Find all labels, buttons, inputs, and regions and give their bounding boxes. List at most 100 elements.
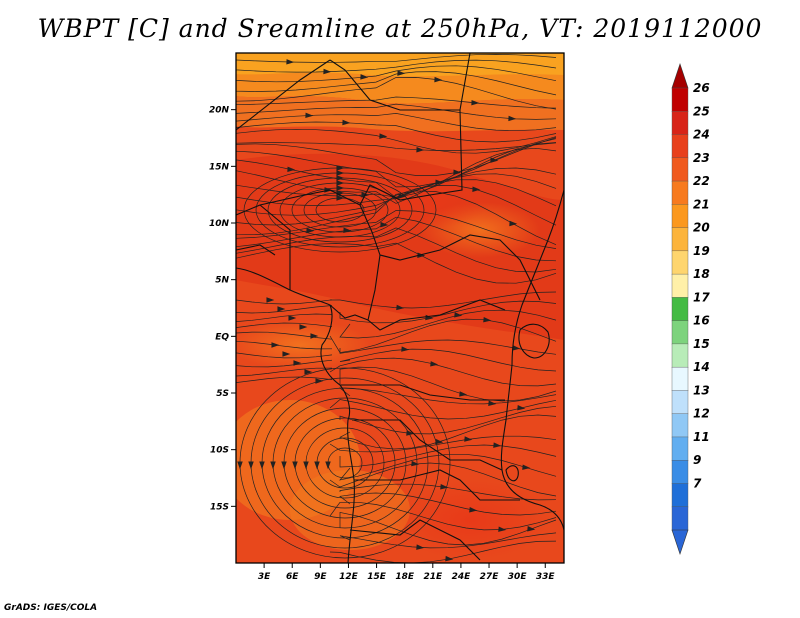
x-tick-label: 24E [452, 572, 472, 582]
streamline [236, 147, 557, 204]
streamline [329, 462, 557, 497]
streamline-arrow [471, 99, 480, 106]
coastlines-borders [236, 53, 564, 563]
colorbar-label: 12 [693, 407, 710, 421]
streamline-arrow [430, 361, 439, 367]
streamline-arrow [277, 306, 286, 312]
map-title: WBPT [C] and Sreamline at 250hPa, VT: 20… [37, 14, 763, 43]
streamline [236, 137, 557, 176]
colorbar-label: 15 [693, 337, 710, 351]
streamline-arrow [435, 438, 444, 445]
streamline-arrow [434, 76, 443, 83]
x-tick-label: 15E [367, 572, 387, 582]
streamline [236, 227, 557, 273]
streamline-arrow [306, 227, 315, 234]
streamline-arrow [237, 461, 243, 470]
streamline [236, 359, 333, 368]
y-tick-label: 5S [216, 389, 229, 399]
y-tick-label: 15N [209, 162, 230, 172]
colorbar-top-arrow [671, 63, 689, 89]
streamline [339, 348, 557, 372]
colorbar-segment [671, 111, 689, 136]
streamline-arrow [286, 59, 295, 65]
streamline [236, 113, 557, 132]
streamline-arrow [469, 507, 478, 513]
streamline [236, 313, 333, 322]
colorbar-label: 22 [693, 174, 710, 188]
streamline [339, 444, 557, 468]
streamline [236, 167, 557, 198]
streamline [236, 322, 333, 328]
streamline-arrow [336, 195, 345, 201]
streamline [236, 59, 557, 73]
colorbar-segment [671, 390, 689, 415]
streamline-arrow [411, 460, 420, 467]
colorbar-segment [671, 273, 689, 298]
y-tick-label: 5N [215, 276, 229, 286]
x-tick-label: 12E [339, 572, 359, 582]
streamline-arrow [270, 461, 276, 470]
streamline [236, 352, 333, 359]
streamline [236, 216, 557, 262]
streamline-arrow [282, 351, 291, 357]
streamline-arrow [336, 165, 345, 171]
colorbar-label: 25 [693, 104, 710, 118]
streamline-arrow [380, 221, 389, 228]
streamline-arrow [287, 166, 296, 173]
colorbar-label: 19 [693, 244, 710, 258]
streamline [338, 387, 557, 405]
streamline-arrow [266, 297, 275, 303]
streamline-arrow [488, 400, 497, 406]
colorbar: 26 25 24 23 22 21 20 19 18 17 16 15 14 13 12 11 9 7 [671, 63, 710, 555]
streamline [329, 357, 557, 387]
streamline [236, 173, 557, 206]
colorbar-segment [671, 87, 689, 112]
colorbar-segment [671, 250, 689, 275]
streamline [315, 197, 365, 223]
streamline-arrow [304, 369, 313, 375]
x-tick-label: 21E [423, 572, 443, 582]
streamline-arrow [508, 115, 517, 122]
x-tick-label: 33E [536, 572, 556, 582]
streamline-arrow [453, 169, 462, 175]
colorbar-segment [671, 366, 689, 392]
colorbar-label: 21 [693, 197, 710, 211]
streamline-arrow [472, 186, 481, 192]
streamline [279, 182, 401, 238]
y-tick-label: EQ [215, 332, 229, 342]
streamline-arrow [299, 324, 308, 330]
streamline [236, 299, 333, 305]
streamline [339, 405, 557, 435]
streamline [316, 437, 374, 489]
streamline-arrow [271, 342, 280, 348]
streamline-arrow [445, 555, 454, 562]
streamline-arrow [483, 316, 492, 323]
streamline [250, 377, 440, 549]
streamline [294, 417, 396, 509]
streamline [236, 71, 557, 96]
streamline-arrow [435, 179, 444, 185]
streamline [236, 367, 333, 377]
streamline-arrow [336, 170, 345, 176]
colorbar-segment [671, 204, 689, 229]
streamline [236, 242, 557, 284]
streamline [239, 367, 451, 559]
x-tick-label: 9E [314, 572, 327, 582]
streamline-arrow [416, 544, 425, 550]
streamline-arrow [509, 220, 518, 227]
colorbar-segment [671, 413, 689, 438]
colorbar-segment [671, 134, 689, 159]
streamline-arrow [454, 312, 463, 318]
streamline [339, 309, 557, 339]
streamline [291, 187, 389, 233]
colorbar-label: 20 [693, 221, 710, 235]
streamline [305, 427, 385, 499]
streamline [339, 366, 557, 402]
colorbar-segment [671, 506, 689, 531]
x-tick-label: 18E [395, 572, 415, 582]
streamline-arrow [459, 391, 468, 397]
streamline [236, 96, 557, 109]
colorbar-segment [671, 343, 689, 368]
streamline [236, 128, 557, 154]
